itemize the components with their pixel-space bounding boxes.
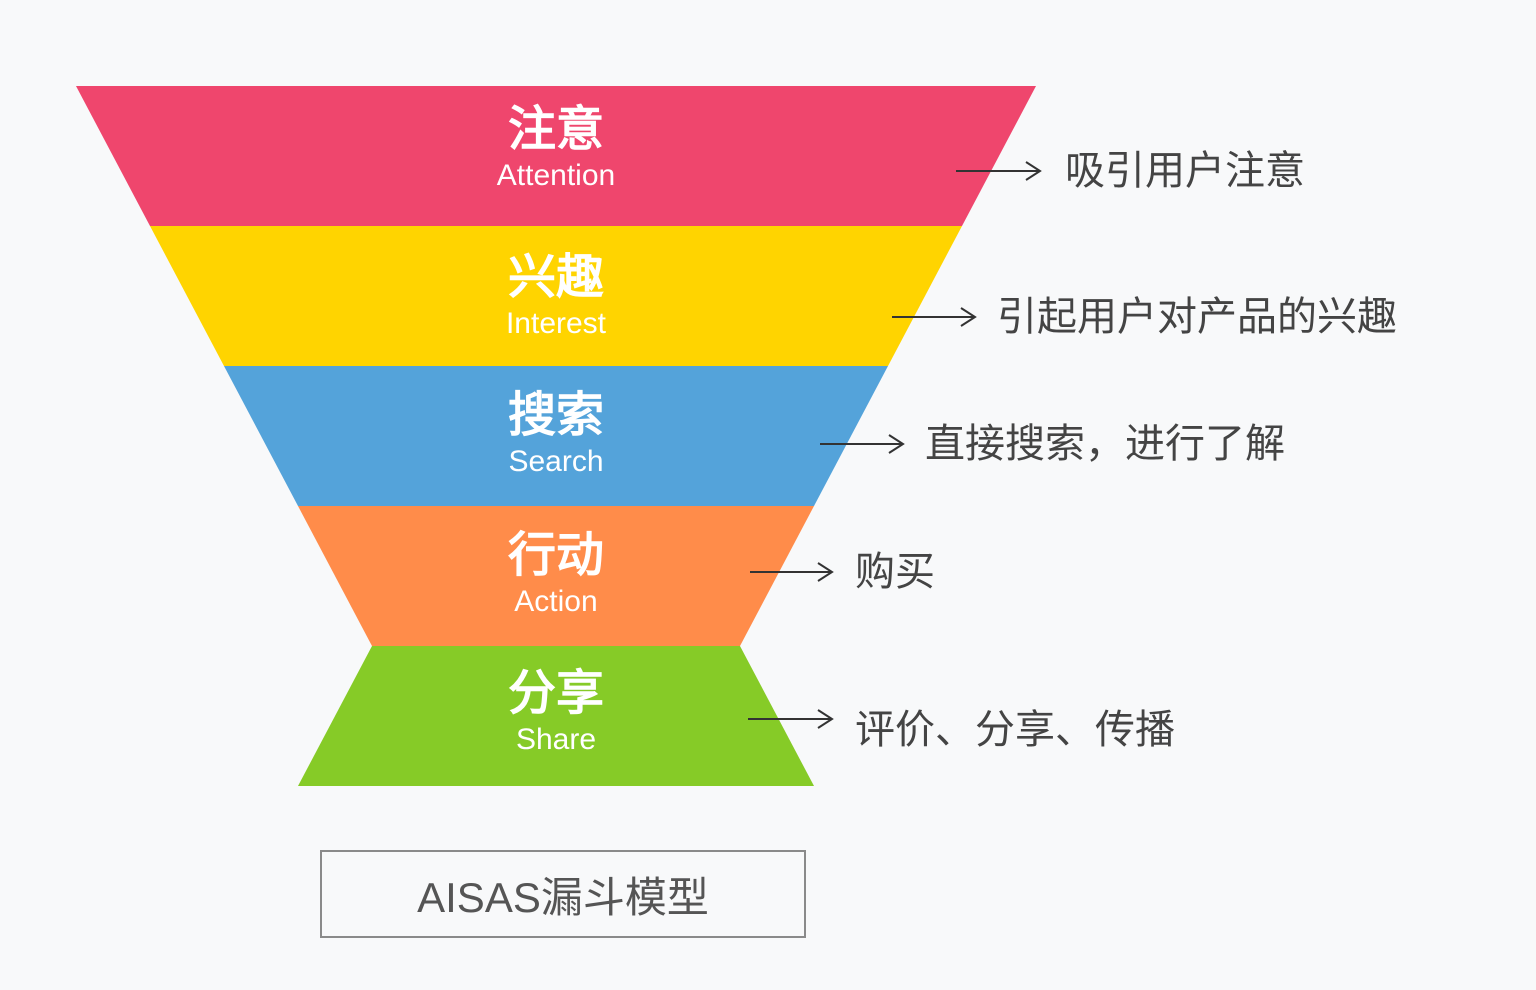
stage-title-cn: 兴趣 — [507, 251, 604, 304]
stage-attention-description: 吸引用户注意 — [1065, 149, 1305, 193]
funnel-band-interest — [150, 226, 962, 366]
stage-interest-description: 引起用户对产品的兴趣 — [997, 295, 1397, 339]
arrow-icon — [820, 434, 905, 454]
stage-title-en: Search — [508, 445, 604, 478]
funnel-band-action — [298, 506, 814, 646]
stage-title-cn: 搜索 — [507, 389, 604, 442]
funnel-band-share — [298, 646, 814, 786]
stage-title-cn: 注意 — [507, 103, 604, 156]
arrow-icon — [892, 307, 977, 327]
stage-interest-label: 兴趣 Interest — [406, 250, 706, 342]
stage-title-en: Action — [514, 585, 598, 618]
stage-title-cn: 分享 — [507, 667, 604, 720]
stage-search-label: 搜索 Search — [406, 388, 706, 480]
stage-title-en: Attention — [496, 159, 616, 192]
stage-attention-label: 注意 Attention — [406, 102, 706, 194]
funnel-band-search — [224, 366, 888, 506]
stage-share-description: 评价、分享、传播 — [855, 708, 1175, 752]
funnel-band-attention — [76, 86, 1036, 226]
stage-title-cn: 行动 — [507, 529, 604, 582]
stage-share-label: 分享 Share — [406, 666, 706, 758]
stage-search-description: 直接搜索，进行了解 — [925, 422, 1285, 466]
stage-title-en: Interest — [505, 307, 607, 340]
arrow-icon — [956, 161, 1042, 181]
arrow-icon — [750, 562, 834, 582]
stage-action-label: 行动 Action — [406, 528, 706, 620]
caption-box: AISAS漏斗模型 — [320, 850, 806, 938]
stage-title-en: Share — [515, 723, 597, 756]
stage-action-description: 购买 — [855, 550, 935, 594]
caption-text: AISAS漏斗模型 — [417, 873, 709, 921]
arrow-icon — [748, 709, 834, 729]
